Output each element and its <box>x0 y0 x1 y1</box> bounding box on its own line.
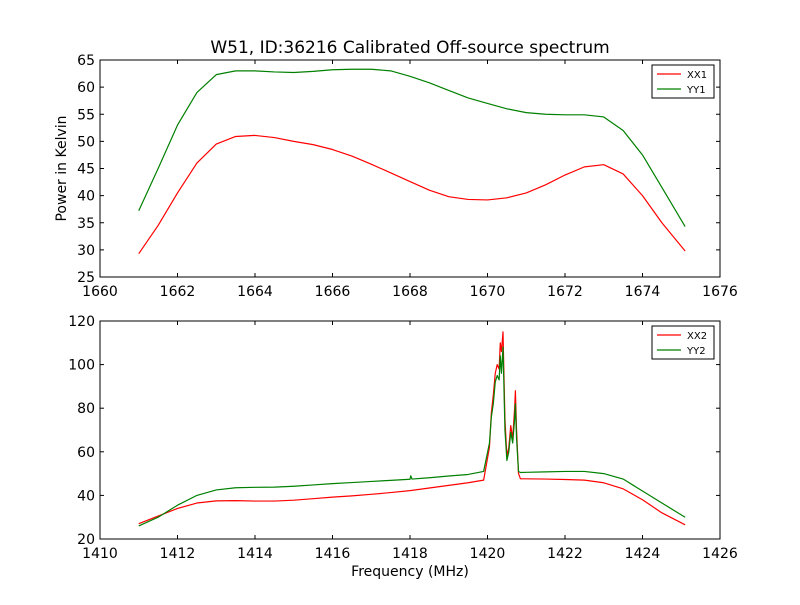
legend-label: YY2 <box>686 346 706 357</box>
y-tick-label: 65 <box>77 53 95 69</box>
y-tick-label: 35 <box>77 216 95 232</box>
y-tick-label: 45 <box>77 162 95 178</box>
y-tick-label: 120 <box>68 314 95 330</box>
x-tick-label: 1660 <box>82 284 118 300</box>
x-axis-label: Frequency (MHz) <box>351 564 469 580</box>
legend-label: YY1 <box>686 85 706 96</box>
x-tick-label: 1674 <box>625 284 661 300</box>
x-tick-label: 1414 <box>237 546 273 562</box>
x-tick-label: 1668 <box>392 284 428 300</box>
y-tick-label: 50 <box>77 134 95 150</box>
y-tick-label: 30 <box>77 243 95 259</box>
x-tick-label: 1422 <box>547 546 583 562</box>
series-line-XX2 <box>138 331 686 526</box>
legend-box <box>651 325 715 360</box>
series-line-YY1 <box>138 68 686 227</box>
x-tick-label: 1670 <box>470 284 506 300</box>
x-tick-label: 1672 <box>547 284 583 300</box>
figure-title: W51, ID:36216 Calibrated Off-source spec… <box>210 38 609 58</box>
y-tick-label: 60 <box>77 80 95 96</box>
x-tick-label: 1412 <box>160 546 196 562</box>
y-axis-label: Power in Kelvin <box>54 115 70 221</box>
y-tick-label: 80 <box>77 401 95 417</box>
series-line-YY2 <box>138 346 686 527</box>
x-tick-label: 1418 <box>392 546 428 562</box>
x-tick-label: 1420 <box>470 546 506 562</box>
plot-frame <box>99 59 721 278</box>
y-tick-label: 25 <box>77 270 95 286</box>
x-tick-label: 1676 <box>702 284 738 300</box>
plot-frame <box>99 320 721 540</box>
x-tick-label: 1424 <box>625 546 661 562</box>
top-chart: 1660 1662 1664 1666 1668 1670 1672 1674 1676 25 30… <box>54 53 738 300</box>
bottom-chart: 1410 1412 1414 1416 1418 1420 1422 1424 1426 20 40… <box>68 314 738 580</box>
y-tick-label: 40 <box>77 488 95 504</box>
y-tick-label: 40 <box>77 189 95 205</box>
y-tick-label: 60 <box>77 445 95 461</box>
legend-label: XX2 <box>687 331 707 342</box>
y-tick-label: 20 <box>77 532 95 548</box>
x-tick-label: 1426 <box>702 546 738 562</box>
legend-label: XX1 <box>687 70 707 81</box>
legend-box <box>651 64 715 99</box>
y-tick-label: 55 <box>77 107 95 123</box>
x-tick-label: 1666 <box>315 284 351 300</box>
x-tick-label: 1410 <box>82 546 118 562</box>
series-line-XX1 <box>138 134 686 255</box>
y-tick-label: 100 <box>68 358 95 374</box>
x-tick-label: 1662 <box>160 284 196 300</box>
x-tick-label: 1664 <box>237 284 273 300</box>
x-tick-label: 1416 <box>315 546 351 562</box>
